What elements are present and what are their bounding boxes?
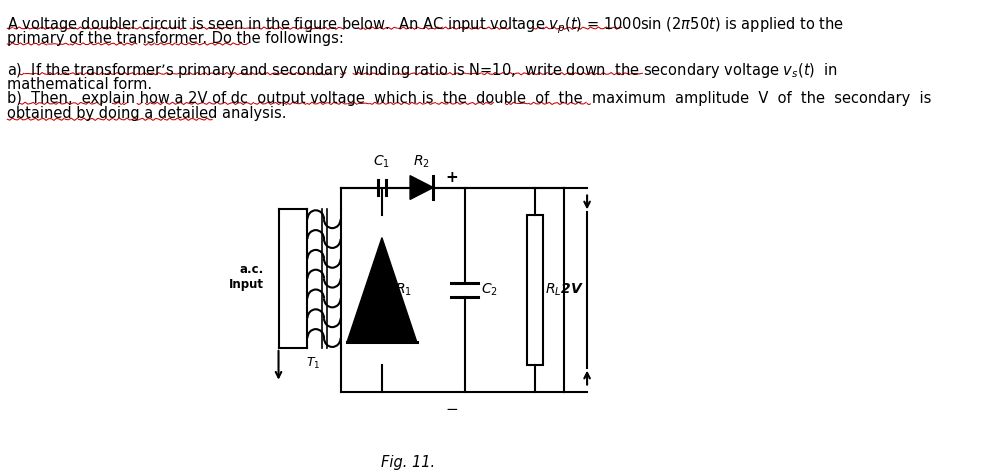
Polygon shape [410,176,433,200]
Text: A voltage doubler circuit is seen in the figure below.  An AC input voltage $v_p: A voltage doubler circuit is seen in the… [7,15,844,36]
Text: $R_2$: $R_2$ [413,153,430,170]
Text: $R_1$: $R_1$ [396,282,412,298]
Text: +: + [445,170,458,185]
Bar [526,215,543,365]
Text: $R_L$2V: $R_L$2V [545,282,584,298]
Text: −: − [446,402,459,418]
Text: $C_1$: $C_1$ [374,153,391,170]
Text: primary of the transformer. Do the followings:: primary of the transformer. Do the follo… [7,31,344,46]
Text: a.c.
Input: a.c. Input [228,263,264,291]
Text: Fig. 11.: Fig. 11. [382,455,436,470]
Text: $C_2$: $C_2$ [481,282,498,298]
Text: $T_1$: $T_1$ [305,356,320,371]
Text: a)  If the transformer’s primary and secondary winding ratio is N=10,  write dow: a) If the transformer’s primary and seco… [7,61,838,80]
Text: obtained by doing a detailed analysis.: obtained by doing a detailed analysis. [7,106,286,121]
Text: mathematical form.: mathematical form. [7,76,153,92]
Polygon shape [347,238,417,342]
Text: b)  Then,  explain how a 2V of dc  output voltage  which is  the  double  of  th: b) Then, explain how a 2V of dc output v… [7,91,932,105]
